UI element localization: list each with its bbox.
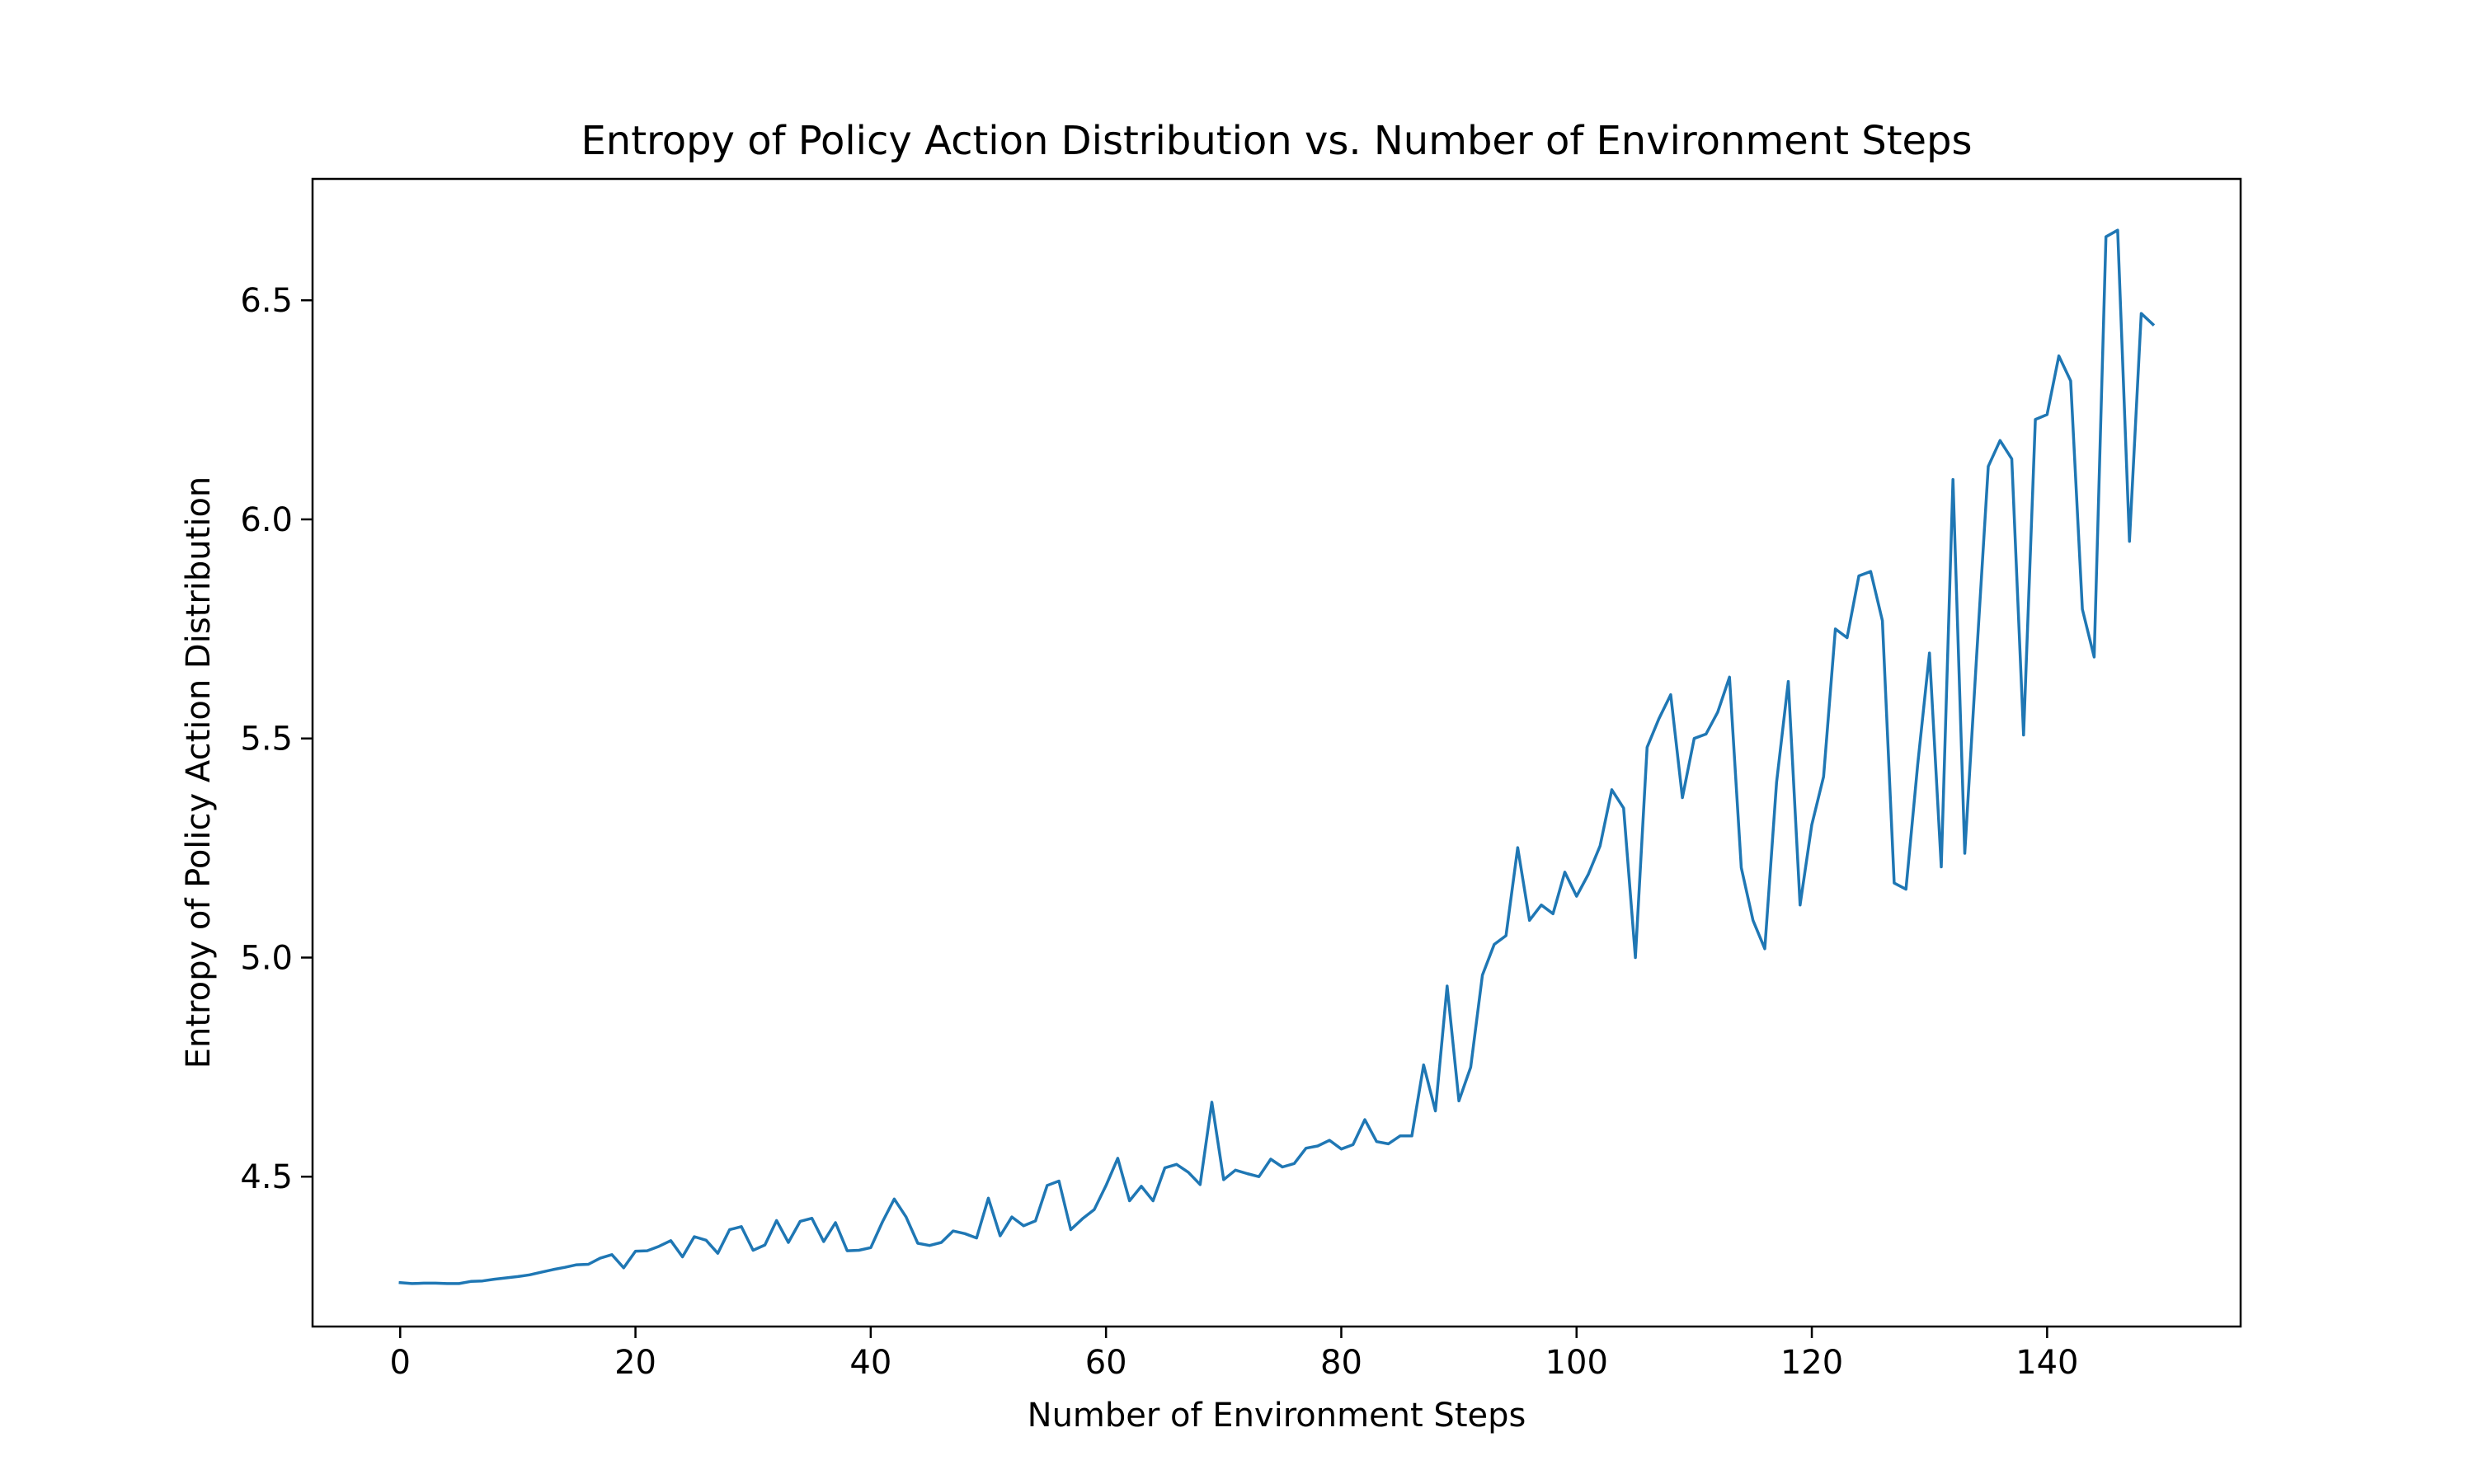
x-tick-label: 60 <box>1085 1344 1127 1382</box>
y-tick-label: 6.0 <box>240 501 293 539</box>
entropy-series-line <box>398 228 2156 1285</box>
x-tick-label: 140 <box>2015 1344 2078 1382</box>
x-tick-label: 80 <box>1320 1344 1362 1382</box>
x-tick-label: 0 <box>390 1344 411 1382</box>
x-tick-label: 20 <box>614 1344 656 1382</box>
y-tick-label: 5.5 <box>240 721 293 758</box>
plot-frame <box>311 177 2242 1328</box>
x-tick-label: 120 <box>1780 1344 1843 1382</box>
chart-title: Entropy of Policy Action Distribution vs… <box>581 118 1972 164</box>
y-tick-label: 6.5 <box>240 282 293 320</box>
x-axis-label: Number of Environment Steps <box>1028 1397 1526 1435</box>
y-tick-label: 5.0 <box>240 939 293 977</box>
y-tick-label: 4.5 <box>240 1158 293 1196</box>
plot-area: 0 20 40 60 80 100 120 140 4.5 5.0 5.5 6.0 6.5 <box>240 177 2242 1382</box>
x-tick-label: 100 <box>1545 1344 1608 1382</box>
x-tick-label: 40 <box>849 1344 891 1382</box>
y-axis-label: Entropy of Policy Action Distribution <box>180 477 218 1069</box>
